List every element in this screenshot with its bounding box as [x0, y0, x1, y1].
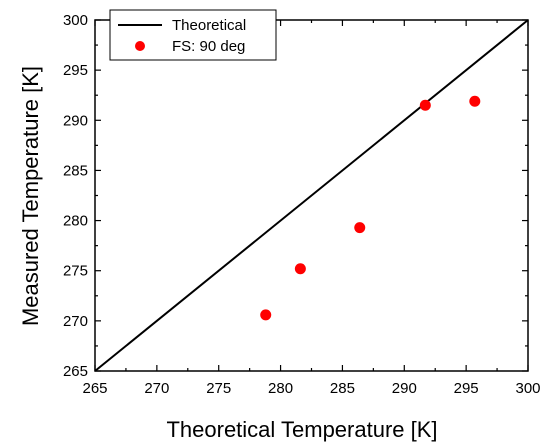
- legend-box: [109, 9, 277, 61]
- y-tick-label: 300: [63, 12, 88, 29]
- y-tick-label: 295: [63, 62, 88, 79]
- data-point: [354, 222, 366, 234]
- legend-label-fs: FS: 90 deg: [172, 38, 245, 55]
- legend-point-swatch: [135, 41, 145, 51]
- y-tick-label: 290: [63, 112, 88, 129]
- y-axis-label: Measured Temperature [K]: [18, 66, 43, 326]
- x-axis-label: Theoretical Temperature [K]: [166, 417, 437, 442]
- x-tick-label: 290: [392, 380, 417, 397]
- x-tick-label: 280: [268, 380, 293, 397]
- y-tick-label: 275: [63, 263, 88, 280]
- y-tick-label: 285: [63, 162, 88, 179]
- x-tick-label: 285: [330, 380, 355, 397]
- theoretical-line: [94, 19, 529, 372]
- data-point: [469, 95, 481, 107]
- data-point: [260, 309, 272, 321]
- legend-label-theoretical: Theoretical: [172, 17, 246, 34]
- data-point: [419, 99, 431, 111]
- x-tick-label: 295: [454, 380, 479, 397]
- x-tick-label: 270: [144, 380, 169, 397]
- x-tick-label: 275: [206, 380, 231, 397]
- y-tick-label: 270: [63, 313, 88, 330]
- y-tick-label: 280: [63, 213, 88, 230]
- data-point: [294, 263, 306, 275]
- x-tick-label: 265: [82, 380, 107, 397]
- y-tick-label: 265: [63, 363, 88, 380]
- x-tick-label: 300: [515, 380, 540, 397]
